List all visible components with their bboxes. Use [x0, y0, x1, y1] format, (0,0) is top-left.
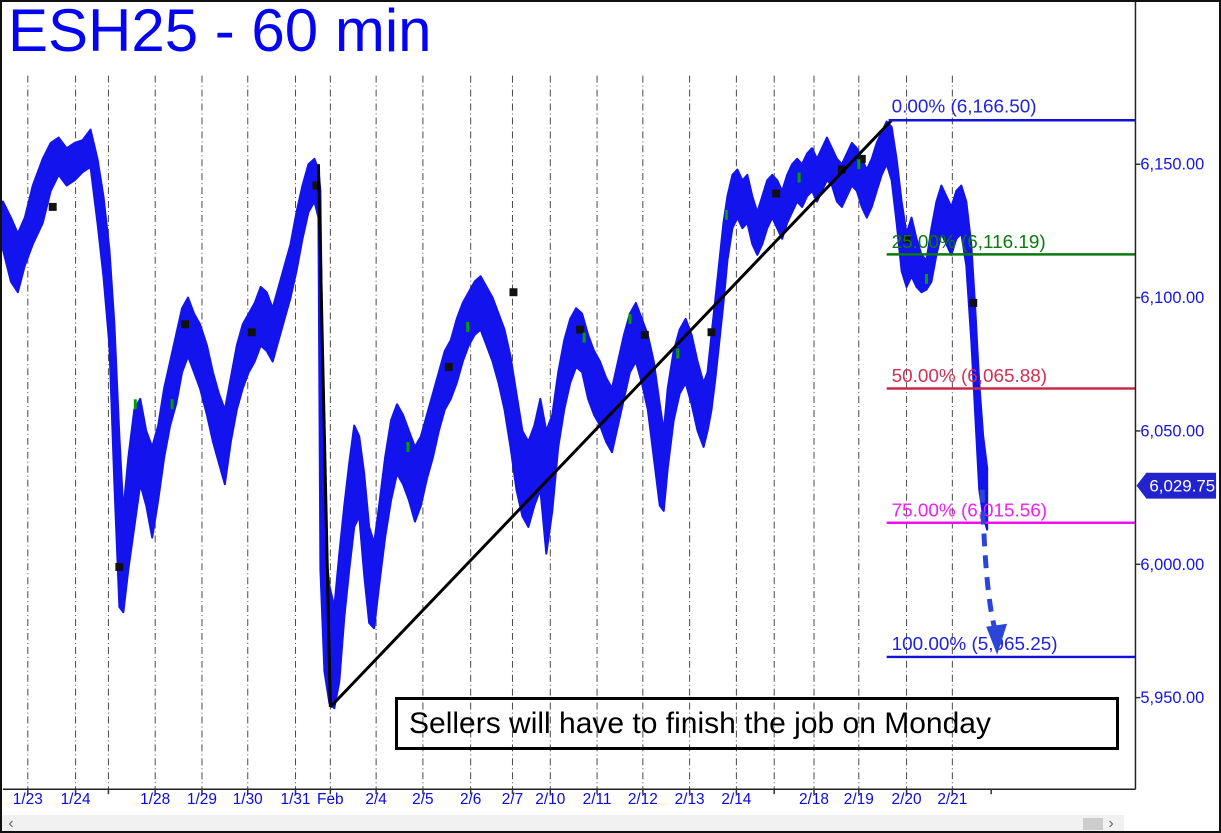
fib-label-25: 25.00% (6,116.19)	[892, 232, 1046, 253]
green-tick-marker	[628, 313, 632, 324]
date-label: 2/4	[365, 791, 387, 808]
date-label: 2/21	[937, 791, 967, 808]
y-tick-label: 6,000.00	[1140, 556, 1204, 574]
fib-labels-layer: 0.00% (6,166.50) 25.00% (6,116.19) 50.00…	[892, 96, 1058, 654]
green-tick-marker	[797, 172, 801, 183]
y-tick-label: 6,050.00	[1140, 422, 1204, 440]
date-label: 1/28	[140, 791, 170, 808]
annotation-text: Sellers will have to finish the job on M…	[409, 706, 991, 740]
green-tick-marker	[170, 399, 174, 410]
price-bars-band	[2, 120, 989, 710]
chart-title: ESH25 - 60 min	[8, 0, 432, 64]
date-label: 2/18	[799, 791, 829, 808]
session-marker	[444, 362, 453, 371]
axes-layer: 6,150.00 6,100.00 6,050.00 6,000.00 5,95…	[2, 2, 1204, 808]
horizontal-scrollbar[interactable]: ‹ ›	[2, 815, 1124, 832]
y-tick-label: 5,950.00	[1140, 689, 1204, 707]
scrollbar-left-arrow[interactable]: ‹	[8, 815, 14, 832]
trendlines-layer	[316, 119, 893, 709]
green-tick-marker	[582, 332, 586, 343]
session-marker	[640, 330, 649, 339]
y-tick-label: 6,150.00	[1140, 156, 1204, 174]
fib-label-0: 0.00% (6,166.50)	[892, 96, 1037, 117]
projection-arrow-shaft	[979, 489, 998, 631]
scrollbar-right-arrow[interactable]: ›	[1108, 815, 1114, 832]
projection-arrow-layer	[979, 489, 1008, 655]
green-tick-marker	[857, 159, 861, 170]
price-tag-pointer	[1136, 472, 1217, 499]
date-label: 1/29	[187, 791, 217, 808]
session-marker	[181, 320, 190, 329]
date-label: 2/7	[502, 791, 523, 808]
rising-trendline	[329, 119, 893, 709]
date-label: 2/19	[844, 791, 874, 808]
crash-line	[316, 164, 332, 708]
date-label: Feb	[317, 791, 344, 808]
scrollbar-thumb[interactable]	[1083, 818, 1103, 830]
green-tick-marker	[466, 321, 470, 332]
date-label: 2/6	[460, 791, 481, 808]
date-label: 1/30	[233, 791, 263, 808]
green-tick-marker	[724, 209, 728, 220]
session-marker	[312, 181, 321, 190]
session-marker	[902, 234, 911, 243]
date-label: 1/31	[281, 791, 311, 808]
session-marker	[837, 165, 846, 174]
date-label: 2/12	[628, 791, 658, 808]
projection-arrow-head	[986, 623, 1008, 655]
fib-levels-layer	[886, 118, 1136, 659]
session-marker	[857, 154, 866, 163]
session-marker	[969, 298, 978, 307]
date-label: 2/11	[583, 791, 612, 808]
session-marker	[509, 288, 518, 297]
session-marker	[247, 328, 256, 337]
annotation-box: Sellers will have to finish the job on M…	[395, 697, 1119, 750]
fib-label-50: 50.00% (6,065.88)	[892, 366, 1047, 387]
price-tag-value: 6,029.75	[1149, 477, 1215, 496]
fib-label-75: 75.00% (6,015.56)	[892, 501, 1047, 522]
current-price-tag: 6,029.75	[1136, 472, 1217, 499]
date-label: 2/20	[892, 791, 922, 808]
session-marker	[48, 202, 57, 211]
green-tick-marker	[406, 441, 410, 452]
date-label: 2/13	[675, 791, 705, 808]
date-label: 1/23	[13, 791, 43, 808]
y-tick-label: 6,100.00	[1140, 289, 1204, 307]
date-label: 2/5	[412, 791, 433, 808]
price-series-layer	[2, 120, 989, 710]
fib-label-100: 100.00% (5,965.25)	[892, 634, 1058, 655]
green-tick-marker	[133, 399, 137, 410]
green-tick-marker	[676, 348, 680, 359]
session-marker	[115, 562, 124, 571]
green-tick-marker	[924, 273, 928, 284]
session-marker	[576, 325, 585, 334]
session-marker	[772, 189, 781, 198]
date-label: 1/24	[61, 791, 91, 808]
date-label: 2/14	[721, 791, 751, 808]
date-label: 2/10	[535, 791, 565, 808]
session-marker	[707, 328, 716, 337]
